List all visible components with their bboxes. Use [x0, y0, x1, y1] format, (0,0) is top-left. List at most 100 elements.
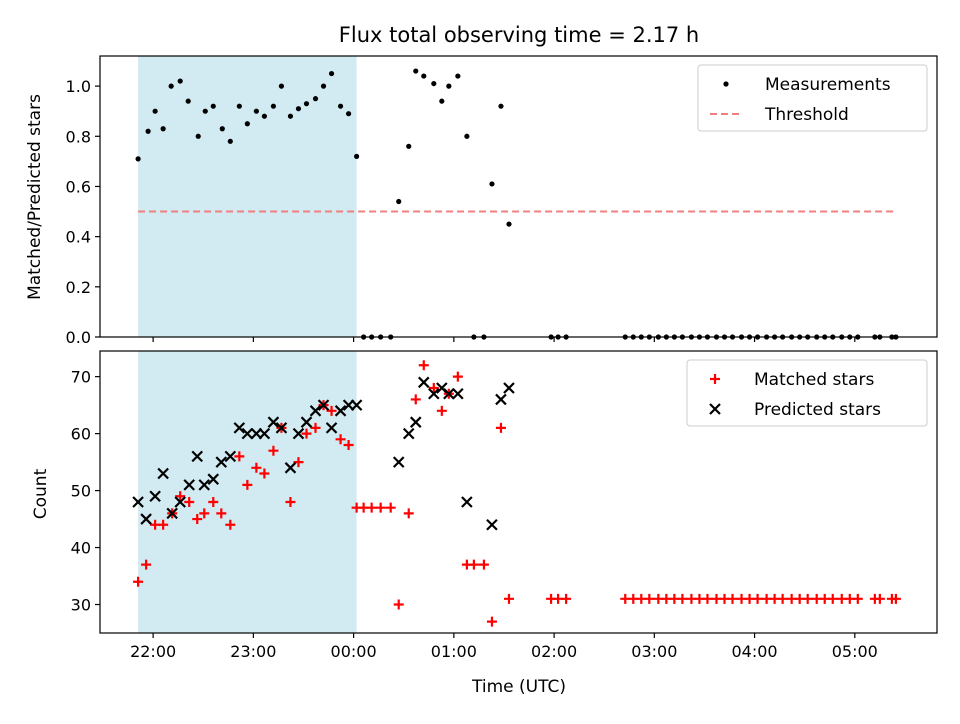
y-tick-label: 0.2: [66, 278, 91, 297]
predicted-star-point: [443, 387, 455, 400]
matched-star-point: [216, 508, 227, 519]
matched-star-point: [310, 422, 321, 433]
matched-star-point: [702, 593, 713, 604]
measurement-point: [253, 108, 259, 114]
matched-star-point: [225, 519, 236, 530]
ratio-legend: Measurements Threshold: [697, 64, 928, 132]
predicted-star-point: [174, 496, 186, 508]
measurement-point: [185, 98, 191, 104]
predicted-star-point: [207, 473, 220, 485]
ratio-panel: 0.0 0.2 0.4 0.6 0.8 1.0 Measurements Threshold: [66, 55, 938, 347]
matched-star-point: [242, 479, 253, 490]
predicted-star-point: [275, 422, 288, 434]
matched-star-point: [802, 593, 813, 604]
measurement-point: [337, 103, 344, 109]
y-tick-label: 0.0: [66, 328, 91, 347]
measurement-point: [168, 83, 174, 89]
predicted-star-point: [486, 518, 498, 531]
legend-label: Threshold: [764, 105, 849, 125]
plot-layer: 0.0 0.2 0.4 0.6 0.8 1.0 Measurements Threshold 3…: [66, 55, 938, 661]
chart-title: Flux total observing time = 2.17 h: [339, 23, 699, 47]
measurement-point: [464, 133, 470, 139]
measurement-point: [328, 70, 335, 77]
matched-star-point: [208, 496, 219, 507]
ratio-axes-frame: [99, 55, 938, 338]
measurement-point: [295, 106, 302, 112]
matched-star-point: [301, 428, 312, 439]
ratio-ylabel: Matched/Predicted stars: [25, 94, 45, 300]
predicted-star-point: [224, 450, 237, 463]
predicted-star-point: [198, 479, 211, 491]
x-tick-label: 04:00: [732, 642, 778, 661]
measurement-point: [287, 113, 294, 119]
legend-box: [686, 359, 928, 427]
measurement-point: [270, 103, 277, 109]
matched-star-point: [335, 434, 346, 445]
matched-star-point: [158, 519, 169, 530]
measurement-point: [498, 103, 504, 109]
matched-star-point: [478, 559, 489, 570]
matched-star-point: [727, 593, 738, 604]
predicted-star-point: [452, 387, 464, 400]
measurement-point: [202, 108, 208, 114]
matched-star-point: [827, 593, 838, 604]
y-tick-label: 0.6: [66, 177, 91, 196]
measurement-point: [261, 113, 267, 119]
x-tick-label: 03:00: [631, 642, 677, 661]
matched-star-point: [285, 496, 296, 507]
matched-star-point: [495, 422, 506, 433]
matched-star-point: [385, 502, 396, 513]
predicted-star-point: [350, 399, 363, 411]
measurement-point: [439, 98, 445, 104]
predicted-star-point: [267, 416, 280, 428]
observing-window-shade: [138, 56, 357, 337]
y-tick-label: 60: [71, 425, 91, 444]
x-tick-label: 05:00: [832, 642, 878, 661]
measurement-point: [406, 143, 412, 149]
measurement-point: [219, 126, 225, 132]
matched-star-point: [199, 508, 210, 519]
matched-star-point: [293, 457, 304, 468]
predicted-star-point: [325, 422, 338, 434]
matched-star-point: [175, 491, 186, 502]
measurement-point: [421, 73, 427, 79]
matched-star-point: [644, 593, 655, 604]
legend-label: Predicted stars: [754, 400, 881, 420]
matched-star-point: [375, 502, 386, 513]
x-tick-label: 01:00: [431, 642, 477, 661]
matched-star-point: [141, 559, 152, 570]
matched-star-point: [268, 445, 279, 456]
measurement-point: [320, 83, 327, 89]
matched-star-point: [366, 502, 377, 513]
matched-star-point: [468, 559, 479, 570]
y-tick-label: 30: [71, 596, 91, 615]
measurement-point: [303, 101, 310, 107]
count-panel: 30 40 50 60 70 22:00 23:00 00:00 01:00 02:00 03:00…: [71, 350, 938, 661]
predicted-star-point: [284, 462, 297, 474]
predicted-star-point: [317, 399, 330, 411]
measurement-point: [210, 103, 216, 109]
measurement-point: [244, 121, 250, 127]
legend-label: Matched stars: [754, 370, 874, 390]
matched-star-point: [418, 360, 429, 371]
matched-star-point: [777, 593, 788, 604]
predicted-star-point: [334, 405, 347, 417]
y-tick-label: 0.8: [66, 127, 91, 146]
matched-star-point: [234, 451, 245, 462]
measurement-point: [195, 133, 201, 139]
predicted-star-point: [149, 490, 161, 503]
matched-star-point: [890, 593, 901, 604]
measurement-point: [431, 80, 437, 87]
measurement-point: [236, 103, 242, 109]
measurement-point: [345, 111, 352, 117]
legend-marker: [709, 403, 721, 415]
matched-star-point: [192, 514, 203, 525]
matched-star-point: [393, 599, 404, 610]
measurement-point: [506, 221, 512, 227]
matched-star-point: [503, 593, 514, 604]
matched-star-point: [428, 383, 439, 394]
predicted-star-point: [495, 393, 507, 406]
x-tick-label: 23:00: [230, 642, 276, 661]
matched-star-point: [184, 496, 195, 507]
